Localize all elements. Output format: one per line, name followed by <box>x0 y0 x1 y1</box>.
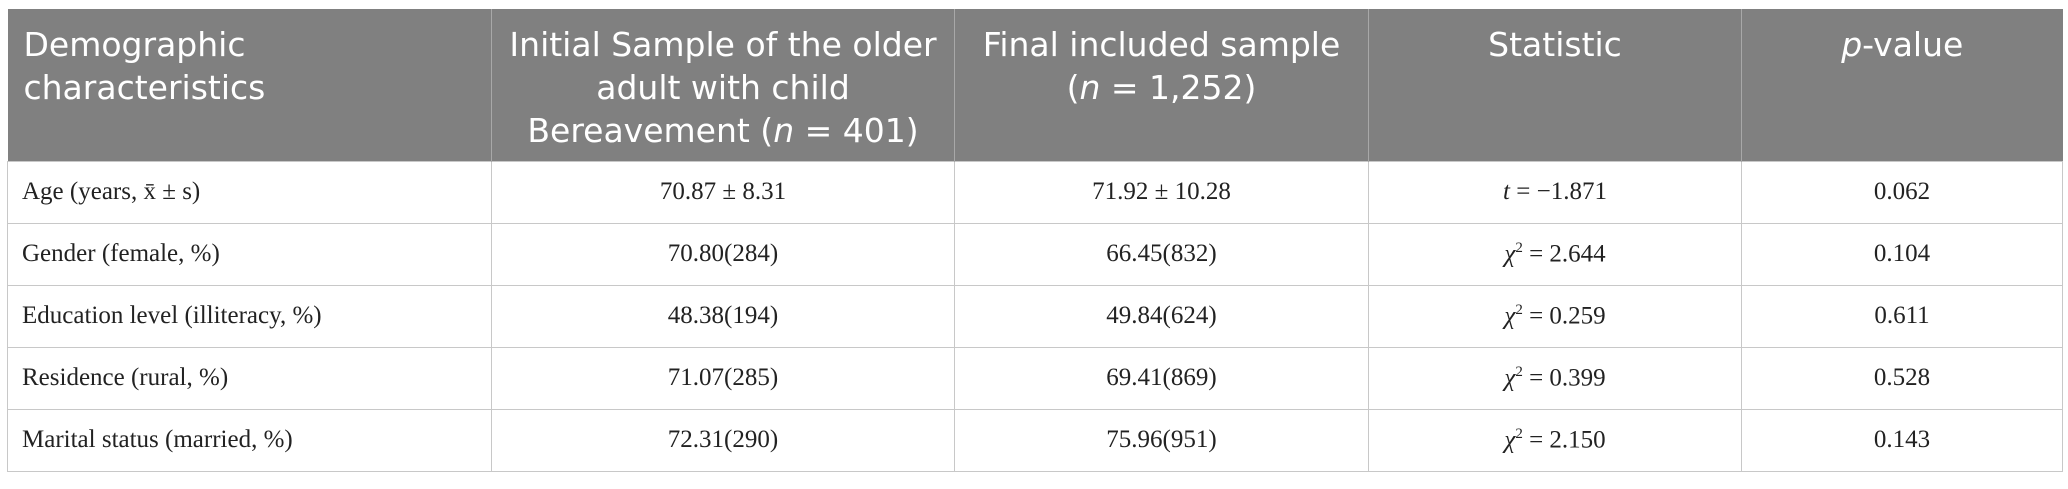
table-cell: 0.143 <box>1741 408 2063 472</box>
cell-text: 69.41(869) <box>1106 364 1217 391</box>
table-cell: 71.07(285) <box>491 346 955 410</box>
cell-text: 75.96(951) <box>1106 426 1217 453</box>
table-cell: Residence (rural, %) <box>7 346 492 410</box>
cell-text: 0.611 <box>1874 302 1930 329</box>
cell-text: 72.31(290) <box>667 426 779 453</box>
table-cell: χ2 = 2.644 <box>1368 222 1742 286</box>
table-cell: 75.96(951) <box>954 408 1369 472</box>
cell-text: Gender (female, %) <box>22 240 220 267</box>
table-row: Education level (illiteracy, %) 48.38(194… <box>7 284 2063 348</box>
cell-text: 0.104 <box>1873 240 1931 267</box>
table-cell: 49.84(624) <box>954 284 1369 348</box>
data-table: Demographic characteristics Initial Samp… <box>7 9 2063 472</box>
cell-text: χ <box>1504 240 1516 268</box>
cell-text: = 2.644 <box>1522 240 1606 268</box>
cell-text: 66.45(832) <box>1106 240 1217 267</box>
cell-text: 2 <box>1515 239 1523 256</box>
cell-text: 49.84(624) <box>1106 302 1217 329</box>
cell-text: = −1.871 <box>1510 178 1607 205</box>
table-cell: χ2 = 0.399 <box>1368 346 1742 410</box>
header-text: Demographic characteristics <box>23 25 266 107</box>
table-row: Age (years, x̄ ± s) 70.87 ± 8.31 71.92 ± 1… <box>7 160 2063 224</box>
cell-text: = 2.150 <box>1522 426 1606 454</box>
header-cell: Final included sample (n = 1,252) <box>954 9 1369 161</box>
table-cell: 72.31(290) <box>491 408 955 472</box>
cell-text: 48.38(194) <box>667 302 779 329</box>
cell-text: 0.528 <box>1873 364 1931 391</box>
table-cell: 70.80(284) <box>491 222 955 286</box>
table-cell: 0.528 <box>1741 346 2063 410</box>
header-text: p <box>1841 25 1863 64</box>
cell-text: 2 <box>1515 425 1523 442</box>
header-cell: Initial Sample of the older adult with c… <box>491 9 955 161</box>
header-text: n <box>1079 68 1101 107</box>
cell-text: Age (years, x̄ ± s) <box>22 178 201 205</box>
table-cell: t = −1.871 <box>1368 160 1742 224</box>
table-row: Residence (rural, %) 71.07(285) 69.41(869)… <box>7 346 2063 410</box>
cell-text: 2 <box>1515 301 1523 318</box>
header-cell: Demographic characteristics <box>7 9 492 161</box>
cell-text: = 0.259 <box>1522 302 1606 330</box>
cell-text: 70.80(284) <box>667 240 779 267</box>
table-cell: χ2 = 2.150 <box>1368 408 1742 472</box>
table-cell: Education level (illiteracy, %) <box>7 284 492 348</box>
cell-text: χ <box>1504 302 1516 330</box>
cell-text: 71.07(285) <box>667 364 779 391</box>
table-cell: χ2 = 0.259 <box>1368 284 1742 348</box>
cell-text: Residence (rural, %) <box>22 364 229 391</box>
cell-text: Education level (illiteracy, %) <box>22 302 322 329</box>
table-cell: 0.611 <box>1741 284 2063 348</box>
table-cell: 69.41(869) <box>954 346 1369 410</box>
cell-text: 2 <box>1515 363 1523 380</box>
cell-text: χ <box>1504 426 1516 454</box>
cell-text: t <box>1503 178 1510 205</box>
header-text: n <box>773 111 795 150</box>
cell-text: = 0.399 <box>1522 364 1606 392</box>
table-cell: Age (years, x̄ ± s) <box>7 160 492 224</box>
cell-text: 0.143 <box>1873 426 1931 453</box>
table-row: Gender (female, %) 70.80(284) 66.45(832) χ2… <box>7 222 2063 286</box>
table-cell: Marital status (married, %) <box>7 408 492 472</box>
table-cell: 70.87 ± 8.31 <box>491 160 955 224</box>
table-body: Age (years, x̄ ± s) 70.87 ± 8.31 71.92 ± 1… <box>7 160 2063 472</box>
header-text: Final included sample ( <box>982 25 1341 107</box>
header-text: Initial Sample of the older adult with c… <box>509 25 937 150</box>
header-text: -value <box>1862 25 1964 64</box>
table-header: Demographic characteristics Initial Samp… <box>7 9 2063 161</box>
table-cell: Gender (female, %) <box>7 222 492 286</box>
cell-text: 71.92 ± 10.28 <box>1092 178 1231 205</box>
table-cell: 0.062 <box>1741 160 2063 224</box>
cell-text: χ <box>1504 364 1516 392</box>
header-text: = 401) <box>794 111 919 150</box>
header-row: Demographic characteristics Initial Samp… <box>7 9 2063 161</box>
header-cell: p-value <box>1741 9 2063 161</box>
table-cell: 71.92 ± 10.28 <box>954 160 1369 224</box>
header-text: = 1,252) <box>1100 68 1257 107</box>
table-row: Marital status (married, %) 72.31(290) 75.… <box>7 408 2063 472</box>
cell-text: 70.87 ± 8.31 <box>659 178 787 205</box>
header-cell: Statistic <box>1368 9 1742 161</box>
table-cell: 0.104 <box>1741 222 2063 286</box>
table-cell: 66.45(832) <box>954 222 1369 286</box>
cell-text: Marital status (married, %) <box>22 426 293 453</box>
cell-text: 0.062 <box>1873 178 1931 205</box>
header-text: Statistic <box>1488 25 1622 64</box>
table-cell: 48.38(194) <box>491 284 955 348</box>
